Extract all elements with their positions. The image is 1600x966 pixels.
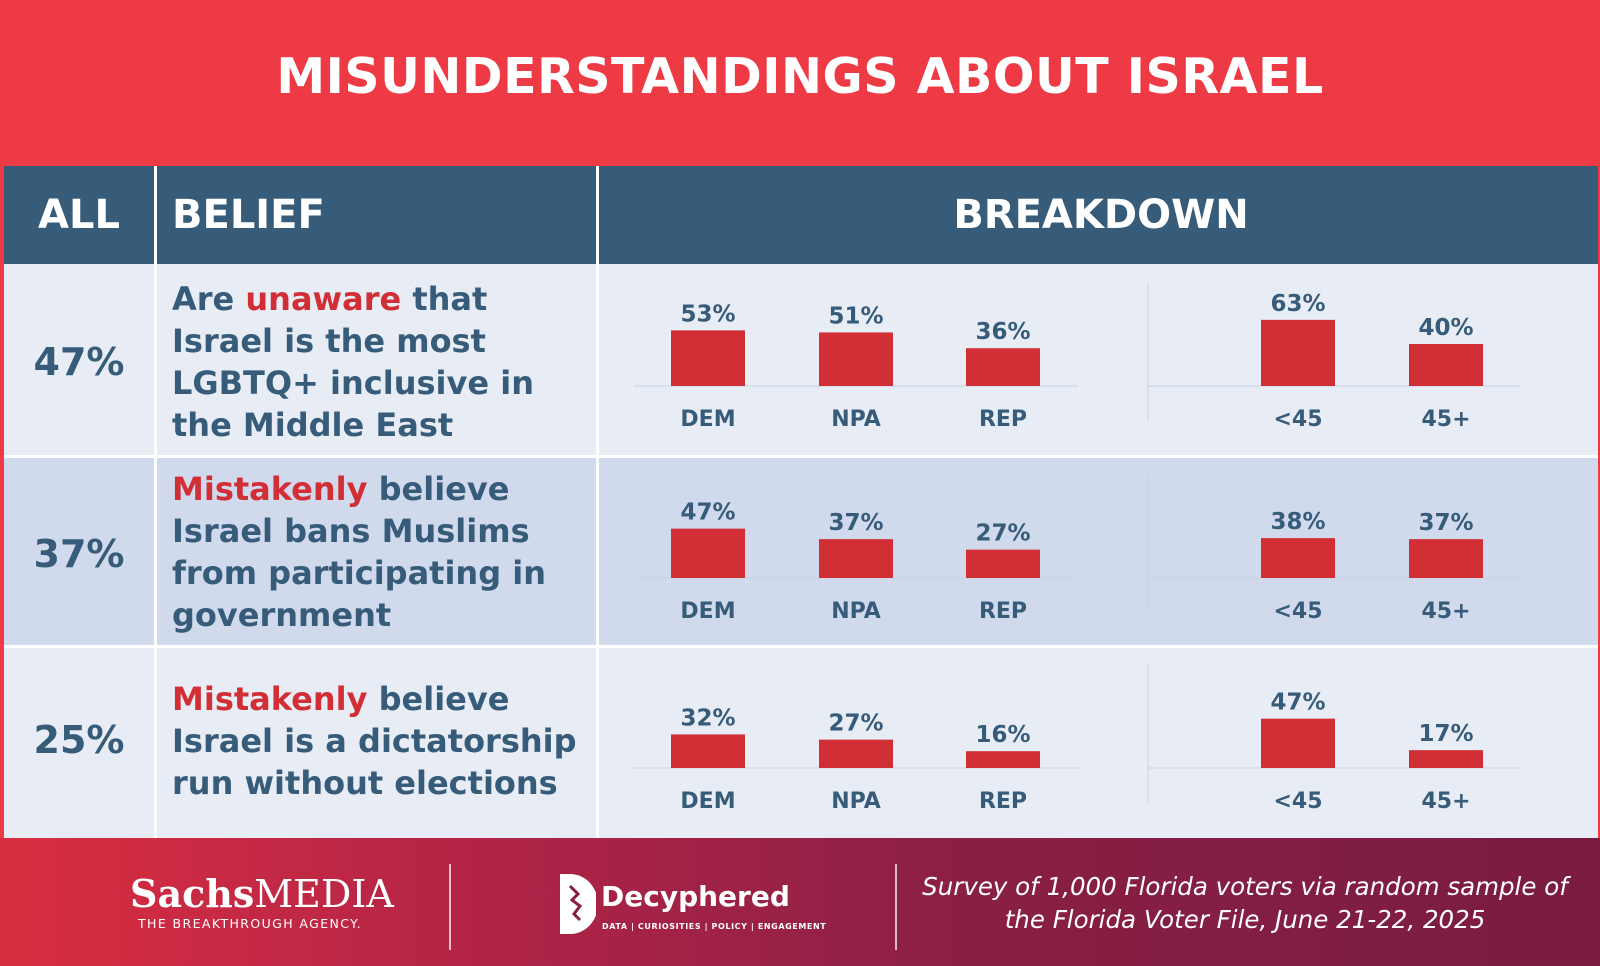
category-label: <45 [1273, 789, 1322, 814]
belief-highlight: unaware [245, 280, 402, 318]
bar-age-1 [1409, 344, 1483, 386]
belief-text-segment: that Israel is the most LGBTQ+ inclusive… [172, 280, 534, 444]
bar-age-0 [1261, 718, 1335, 768]
category-label: <45 [1273, 407, 1322, 432]
bar-party-0 [671, 528, 745, 578]
belief-statement: Mistakenly believe Israel bans Muslims f… [172, 468, 592, 636]
belief-highlight: Mistakenly [172, 680, 368, 718]
category-label: DEM [680, 789, 735, 814]
bar-party-0 [671, 330, 745, 386]
data-label: 27% [828, 711, 883, 737]
bar-party-0 [671, 734, 745, 768]
bar-party-2 [966, 751, 1040, 768]
category-label: 45+ [1421, 407, 1470, 432]
decyphered-tagline: DATA | CURIOSITIES | POLICY | ENGAGEMENT [602, 922, 827, 931]
column-divider [596, 264, 599, 838]
data-label: 47% [680, 500, 735, 526]
belief-text-segment: believe Israel is a dictatorship run wit… [172, 680, 577, 802]
data-label: 63% [1270, 291, 1325, 317]
breakdown-chart: 32% DEM 27% NPA 16% REP 47% <45 17% 45+ [600, 646, 1598, 838]
data-label: 16% [975, 722, 1030, 748]
belief-statement: Mistakenly believe Israel is a dictators… [172, 678, 592, 804]
survey-note: Survey of 1,000 Florida voters via rando… [922, 872, 1568, 934]
header-all: ALL [38, 192, 120, 238]
header-breakdown: BREAKDOWN [953, 192, 1249, 238]
breakdown-chart: 47% DEM 37% NPA 27% REP 38% <45 37% 45+ [600, 456, 1598, 646]
data-label: 32% [680, 705, 735, 731]
belief-text-segment: Are [172, 280, 246, 318]
all-percent: 47% [33, 340, 125, 384]
all-percent: 25% [33, 718, 125, 762]
data-label: 38% [1270, 509, 1325, 535]
belief-text-segment: believe Israel bans Muslims from partici… [172, 470, 546, 634]
category-label: 45+ [1421, 789, 1470, 814]
data-label: 17% [1418, 721, 1473, 747]
header-divider [596, 166, 599, 264]
belief-statement: Are unaware that Israel is the most LGBT… [172, 278, 592, 446]
category-label: <45 [1273, 599, 1322, 624]
data-label: 51% [828, 303, 883, 329]
data-label: 47% [1270, 690, 1325, 716]
data-label: 27% [975, 521, 1030, 547]
bar-age-1 [1409, 750, 1483, 768]
bar-age-1 [1409, 539, 1483, 578]
footer: SachsMEDIA THE BREAKTHROUGH AGENCY. Decy… [0, 838, 1600, 966]
bar-party-2 [966, 348, 1040, 386]
decyphered-mark-icon [560, 874, 596, 934]
category-label: NPA [831, 599, 881, 624]
category-label: 45+ [1421, 599, 1470, 624]
bar-party-1 [819, 739, 893, 768]
sachs-media-logo: SachsMEDIA THE BREAKTHROUGH AGENCY. [130, 871, 394, 932]
breakdown-chart: 53% DEM 51% NPA 36% REP 63% <45 40% 45+ [600, 264, 1598, 456]
category-label: REP [979, 599, 1027, 624]
bar-age-0 [1261, 319, 1335, 386]
page-title: MISUNDERSTANDINGS ABOUT ISRAEL [276, 48, 1324, 105]
bar-party-1 [819, 539, 893, 578]
column-divider [154, 264, 157, 838]
logo-brand-bold: Sachs [130, 871, 255, 916]
data-label: 53% [680, 301, 735, 327]
header-belief: BELIEF [172, 192, 325, 238]
decyphered-logo: Decyphered DATA | CURIOSITIES | POLICY |… [556, 872, 826, 942]
category-label: REP [979, 789, 1027, 814]
all-percent: 37% [33, 532, 125, 576]
category-label: NPA [831, 407, 881, 432]
bar-chart: 47% DEM 37% NPA 27% REP 38% <45 37% 45+ [634, 474, 1520, 624]
data-label: 36% [975, 319, 1030, 345]
row-divider [4, 645, 1598, 648]
belief-highlight: Mistakenly [172, 470, 368, 508]
bar-age-0 [1261, 538, 1335, 578]
bar-party-2 [966, 549, 1040, 578]
footer-divider [449, 864, 451, 950]
row-divider [4, 455, 1598, 458]
data-label: 40% [1418, 315, 1473, 341]
decyphered-name: Decyphered [601, 880, 790, 913]
data-label: 37% [828, 510, 883, 536]
footer-divider [895, 864, 897, 950]
bar-chart: 32% DEM 27% NPA 16% REP 47% <45 17% 45+ [634, 664, 1520, 814]
category-label: DEM [680, 599, 735, 624]
data-label: 37% [1418, 510, 1473, 536]
category-label: DEM [680, 407, 735, 432]
category-label: NPA [831, 789, 881, 814]
bar-party-1 [819, 332, 893, 386]
header-divider [154, 166, 157, 264]
logo-brand-light: MEDIA [254, 872, 394, 916]
category-label: REP [979, 407, 1027, 432]
bar-chart: 53% DEM 51% NPA 36% REP 63% <45 40% 45+ [634, 282, 1520, 432]
table-header: ALL BELIEF BREAKDOWN [4, 166, 1598, 264]
logo-tagline: THE BREAKTHROUGH AGENCY. [138, 916, 363, 931]
